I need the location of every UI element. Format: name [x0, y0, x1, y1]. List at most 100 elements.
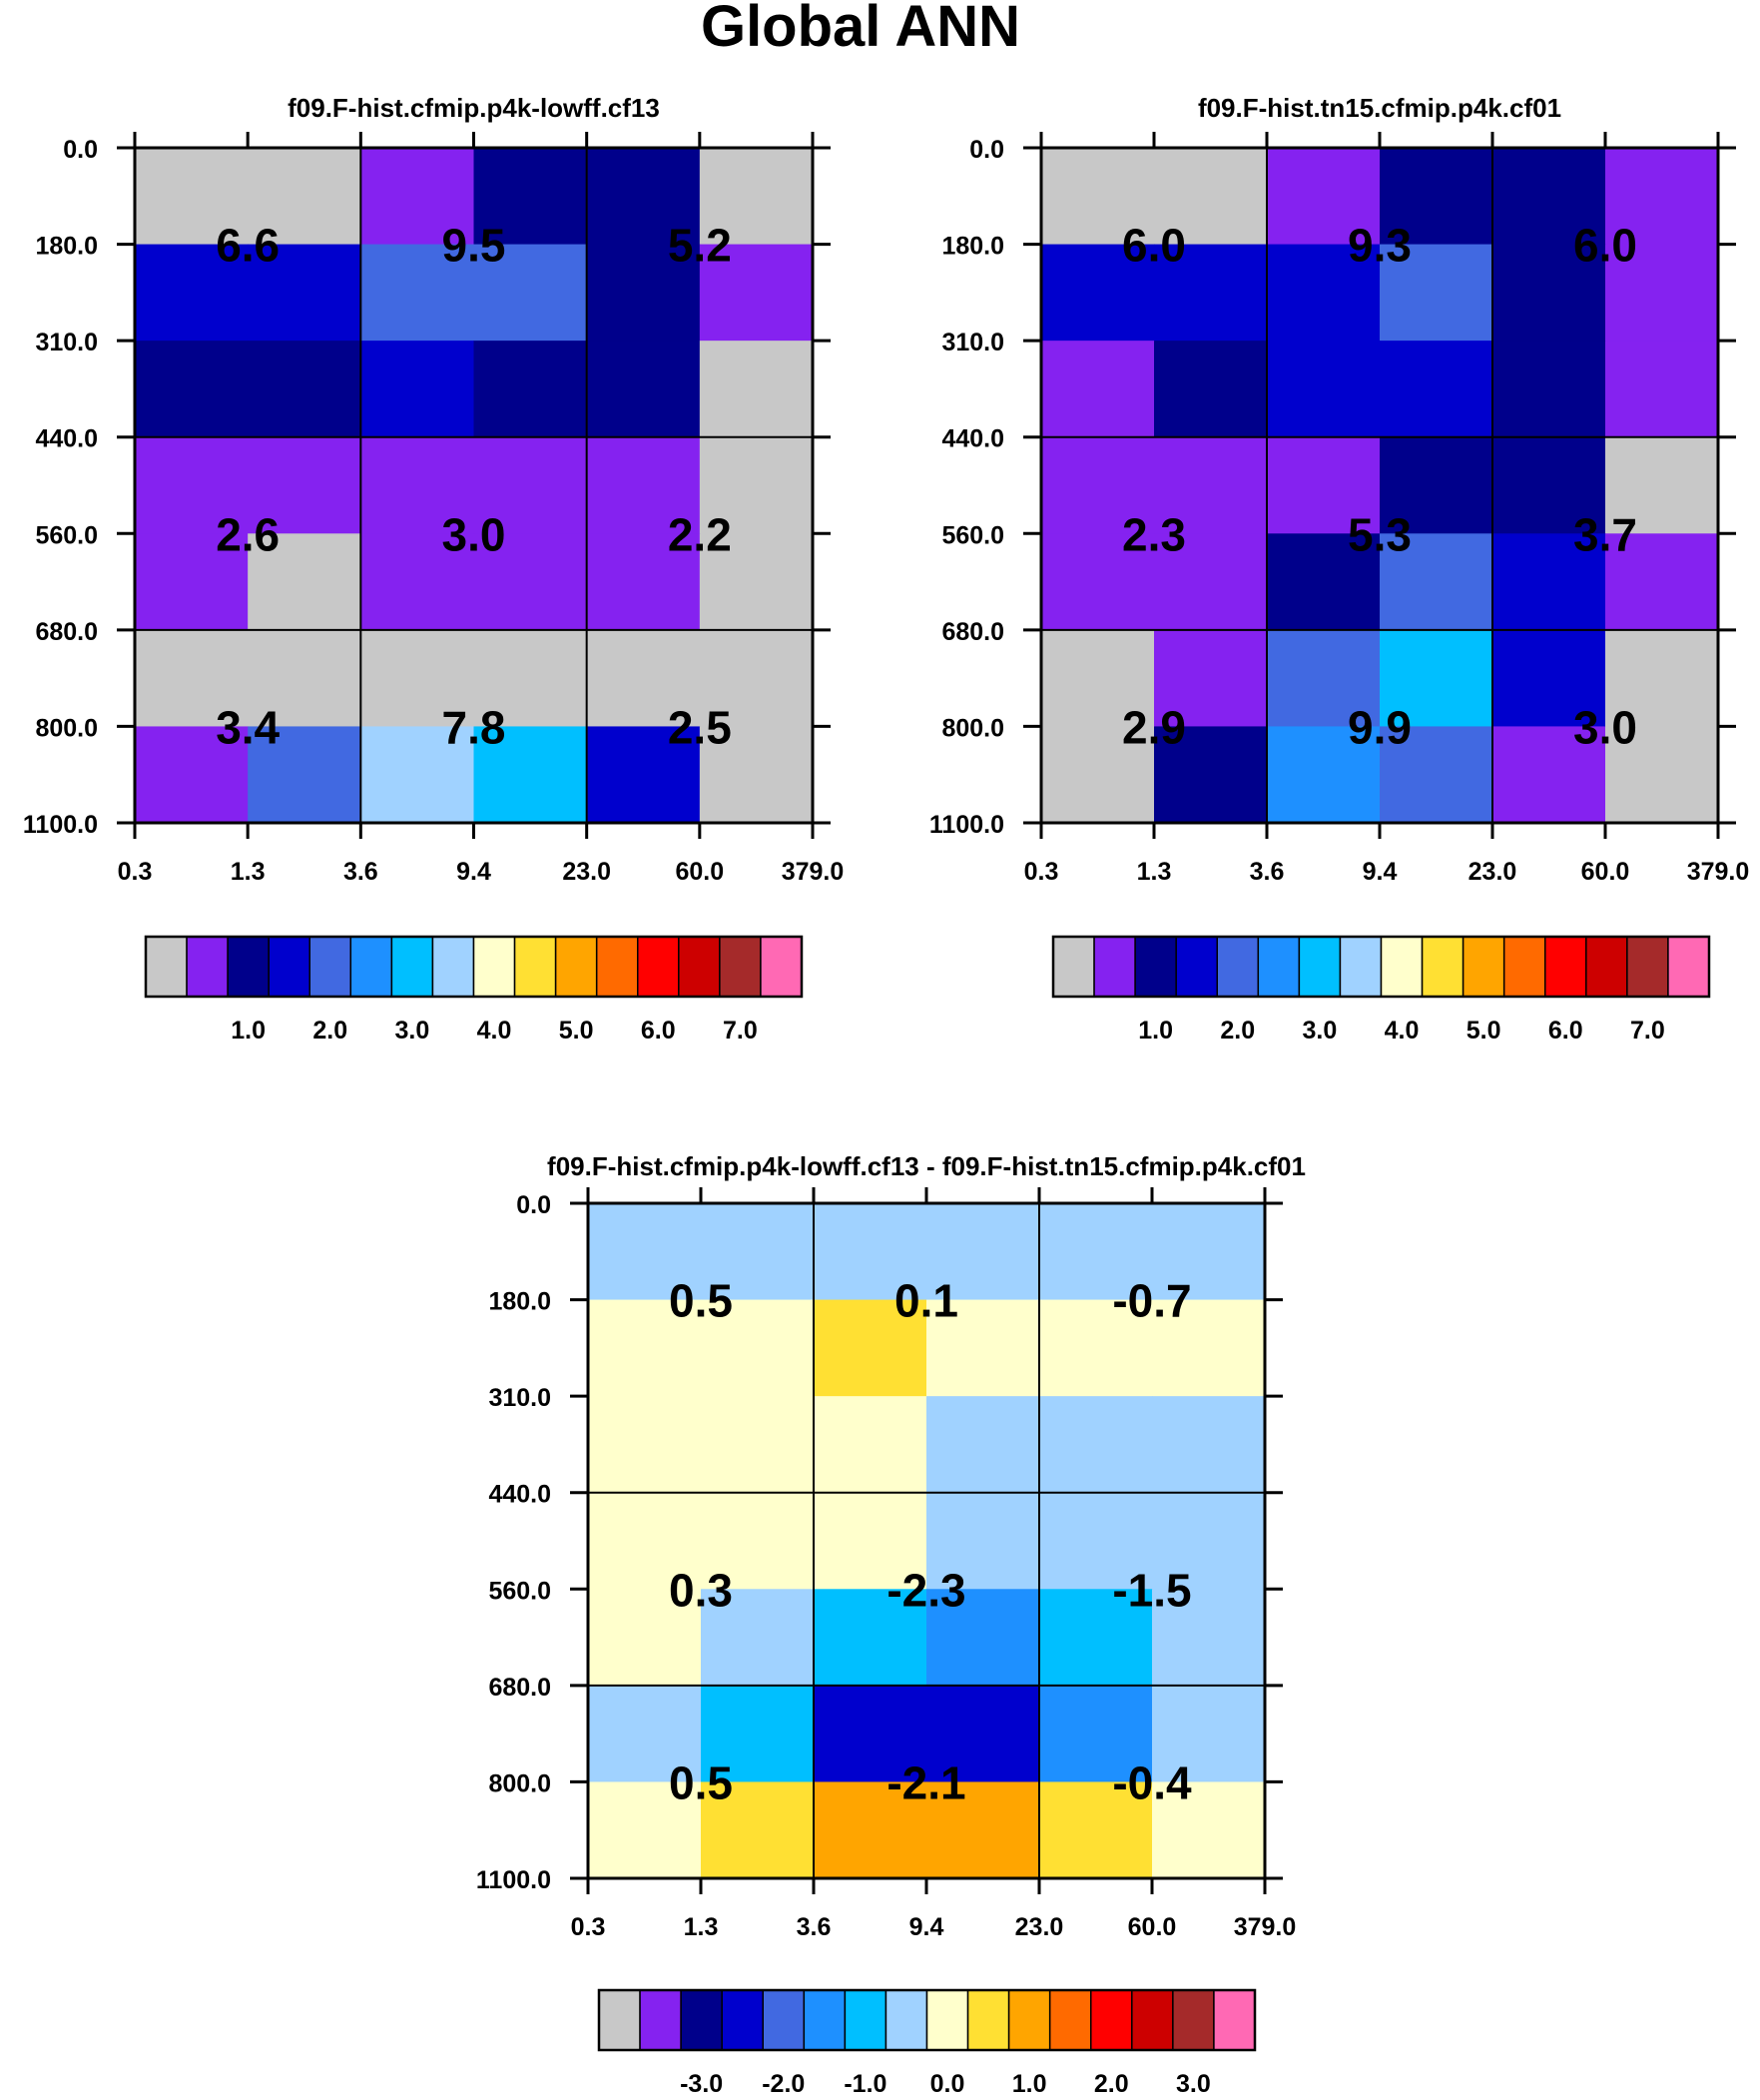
y-tick-label: 680.0 — [488, 1674, 551, 1702]
y-tick-label: 310.0 — [941, 329, 1004, 356]
colorbar-swatch — [721, 1989, 764, 2051]
colorbar-swatch — [472, 936, 516, 998]
heatmap-cell — [586, 533, 701, 631]
y-tick-label: 800.0 — [488, 1769, 551, 1797]
x-tick-label: 0.3 — [1024, 858, 1059, 886]
colorbar-swatch — [1298, 936, 1342, 998]
colorbar-swatch — [1544, 936, 1587, 998]
colorbar-swatch — [1007, 1989, 1051, 2051]
heatmap-cell — [926, 1492, 1040, 1590]
heatmap-cell — [1605, 629, 1719, 728]
heatmap-cell — [360, 341, 475, 438]
heatmap-cell — [1154, 629, 1268, 728]
block-value-label: 2.9 — [1122, 701, 1186, 753]
heatmap-cell — [248, 436, 361, 534]
heatmap-cell — [473, 726, 588, 824]
heatmap-cell — [1154, 341, 1268, 438]
heatmap-cell — [1041, 726, 1155, 824]
heatmap-cell — [1380, 533, 1493, 631]
heatmap-cell — [1492, 148, 1606, 246]
colorbar-tick-label: 7.0 — [1630, 1017, 1665, 1045]
heatmap-cell — [1152, 1203, 1266, 1301]
heatmap-cell — [699, 629, 814, 728]
y-tick-label: 680.0 — [35, 618, 98, 646]
heatmap-cell — [926, 1589, 1040, 1687]
x-tick-label: 23.0 — [1015, 1913, 1064, 1941]
x-tick-label: 60.0 — [1128, 1913, 1177, 1941]
heatmap-cell — [1152, 1299, 1266, 1397]
heatmap-cell — [1154, 436, 1268, 534]
heatmap-cell — [473, 244, 588, 342]
panel-b: f09.F-hist.tn15.cfmip.p4k.cf01 0.0 180.0 31… — [929, 93, 1749, 1045]
colorbar-tick-label: 1.0 — [231, 1017, 266, 1045]
block-value-label: 6.6 — [216, 220, 280, 272]
colorbar-frame — [144, 935, 804, 999]
colorbar-swatch — [390, 936, 434, 998]
x-tick-label: 9.4 — [909, 1913, 944, 1941]
colorbar-swatch — [639, 1989, 682, 2051]
y-tick-label: 800.0 — [941, 714, 1004, 742]
heatmap-cell — [701, 1685, 815, 1783]
heatmap-cell — [1267, 533, 1381, 631]
heatmap-cell — [473, 629, 588, 728]
colorbar-swatch — [1048, 1989, 1092, 2051]
block-value-label: 3.0 — [1573, 701, 1637, 753]
heatmap-cell — [586, 726, 701, 824]
heatmap-cell — [1492, 244, 1606, 342]
heatmap-cell — [248, 533, 361, 631]
y-tick-label: 440.0 — [488, 1481, 551, 1509]
heatmap-cell — [1380, 148, 1493, 246]
colorbar-swatch — [1175, 936, 1218, 998]
heatmap-cell — [360, 148, 475, 246]
colorbar-tick-label: 3.0 — [1303, 1017, 1338, 1045]
y-tick-label: 440.0 — [941, 425, 1004, 453]
colorbar-swatch — [925, 1989, 969, 2051]
y-tick-label: 560.0 — [35, 521, 98, 549]
heatmap-cell — [1039, 1299, 1153, 1397]
block-value-label: -2.3 — [886, 1564, 965, 1616]
heatmap-cell — [1605, 244, 1719, 342]
x-tick-label: 1.3 — [684, 1913, 719, 1941]
colorbar-tick-label: 2.0 — [1094, 2070, 1129, 2098]
heatmap-cell — [1267, 244, 1381, 342]
panel-title: f09.F-hist.tn15.cfmip.p4k.cf01 — [1198, 93, 1561, 123]
block-value-label: 6.0 — [1122, 220, 1186, 272]
heatmap-cell — [1152, 1589, 1266, 1687]
heatmap-cell — [814, 1299, 927, 1397]
block-value-label: 0.5 — [669, 1275, 733, 1327]
heatmap-cell — [588, 1589, 702, 1687]
colorbar-tick-label: 2.0 — [1220, 1017, 1255, 1045]
x-tick-label: 379.0 — [782, 858, 845, 886]
heatmap-cell — [814, 1589, 927, 1687]
colorbar-swatch — [1257, 936, 1301, 998]
heatmap-cell — [248, 148, 361, 246]
heatmap-cell — [926, 1396, 1040, 1494]
colorbar-swatch — [1213, 1989, 1256, 2051]
block-value-label: 2.2 — [668, 508, 732, 560]
block-value-label: -1.5 — [1112, 1564, 1191, 1616]
colorbar-tick-label: 2.0 — [312, 1017, 347, 1045]
heatmap-cell — [1041, 244, 1155, 342]
heatmap-cell — [135, 533, 249, 631]
heatmap-cell — [1039, 1396, 1153, 1494]
heatmap-cell — [1041, 436, 1155, 534]
heatmap-cell — [1154, 533, 1268, 631]
heatmap-cell — [135, 244, 249, 342]
y-tick-label: 0.0 — [969, 136, 1004, 164]
heatmap-cell — [1154, 148, 1268, 246]
colorbar-swatch — [513, 936, 557, 998]
block-value-label: 0.1 — [894, 1275, 958, 1327]
heatmap-cell — [586, 244, 701, 342]
x-tick-label: 3.6 — [343, 858, 378, 886]
heatmap-cell — [1380, 629, 1493, 728]
heatmap-cell — [1039, 1781, 1153, 1879]
heatmap-cell — [814, 1396, 927, 1494]
heatmap-cell — [135, 341, 249, 438]
colorbar-swatch — [966, 1989, 1010, 2051]
heatmap-cell — [1152, 1685, 1266, 1783]
y-tick-label: 180.0 — [941, 233, 1004, 261]
heatmap-cell — [588, 1203, 702, 1301]
colorbar-swatch — [844, 1989, 887, 2051]
x-tick-label: 9.4 — [456, 858, 491, 886]
heatmap-cell — [1605, 436, 1719, 534]
